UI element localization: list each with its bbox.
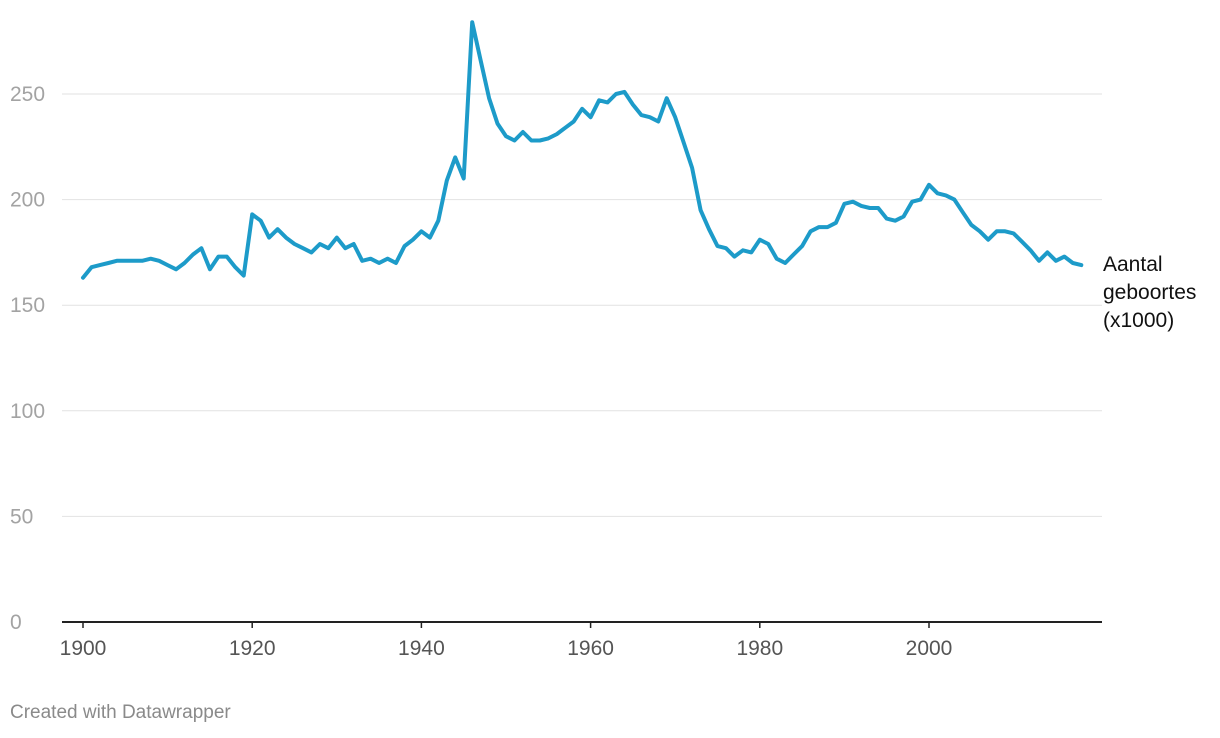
x-tick-label: 1960 (567, 637, 614, 660)
y-tick-label: 200 (10, 189, 45, 212)
y-tick-label: 100 (10, 400, 45, 423)
x-axis: 1900 1920 1940 1960 1980 2000 (60, 621, 1102, 660)
series-label-line: Aantal (1103, 253, 1163, 276)
x-tick-label: 1920 (229, 637, 276, 660)
series-layer (81, 20, 1084, 280)
y-tick-label: 150 (10, 294, 45, 317)
y-axis: 0 50 100 150 200 250 (10, 83, 45, 634)
y-tick-label: 50 (10, 505, 33, 528)
footer-credit: Created with Datawrapper (10, 702, 231, 723)
y-tick-label: 0 (10, 611, 22, 634)
line-chart: 0 50 100 150 200 250 1900 1920 1940 1960 1980 2000… (10, 20, 1196, 660)
y-tick-label: 250 (10, 83, 45, 106)
gridlines (62, 93, 1102, 517)
series-label-line: geboortes (1103, 281, 1196, 304)
x-tick-label: 1900 (60, 637, 107, 660)
x-tick-label: 1980 (736, 637, 783, 660)
x-tick-label: 1940 (398, 637, 445, 660)
series-line (81, 20, 1084, 280)
series-label-line: (x1000) (1103, 309, 1174, 332)
x-tick-label: 2000 (906, 637, 953, 660)
series-label: Aantal geboortes (x1000) (1103, 253, 1196, 332)
